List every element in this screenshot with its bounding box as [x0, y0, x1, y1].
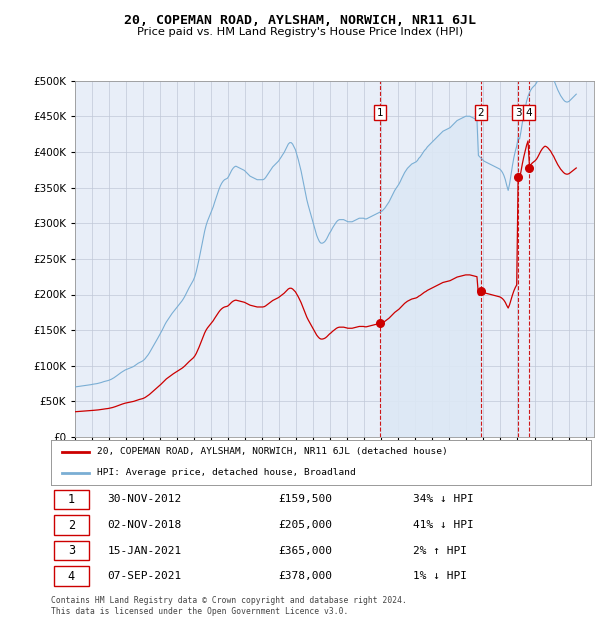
- Text: Price paid vs. HM Land Registry's House Price Index (HPI): Price paid vs. HM Land Registry's House …: [137, 27, 463, 37]
- Text: 2: 2: [478, 108, 484, 118]
- Text: HPI: Average price, detached house, Broadland: HPI: Average price, detached house, Broa…: [97, 468, 356, 477]
- Text: 15-JAN-2021: 15-JAN-2021: [108, 546, 182, 556]
- FancyBboxPatch shape: [54, 515, 89, 535]
- Text: 20, COPEMAN ROAD, AYLSHAM, NORWICH, NR11 6JL: 20, COPEMAN ROAD, AYLSHAM, NORWICH, NR11…: [124, 14, 476, 27]
- Text: £378,000: £378,000: [278, 571, 332, 581]
- Text: 1: 1: [377, 108, 383, 118]
- Text: 02-NOV-2018: 02-NOV-2018: [108, 520, 182, 530]
- Text: 41% ↓ HPI: 41% ↓ HPI: [413, 520, 473, 530]
- FancyBboxPatch shape: [54, 490, 89, 509]
- Text: 2% ↑ HPI: 2% ↑ HPI: [413, 546, 467, 556]
- Text: Contains HM Land Registry data © Crown copyright and database right 2024.
This d: Contains HM Land Registry data © Crown c…: [51, 596, 407, 616]
- Text: 30-NOV-2012: 30-NOV-2012: [108, 495, 182, 505]
- Text: £159,500: £159,500: [278, 495, 332, 505]
- Text: 07-SEP-2021: 07-SEP-2021: [108, 571, 182, 581]
- Text: 1% ↓ HPI: 1% ↓ HPI: [413, 571, 467, 581]
- Text: 20, COPEMAN ROAD, AYLSHAM, NORWICH, NR11 6JL (detached house): 20, COPEMAN ROAD, AYLSHAM, NORWICH, NR11…: [97, 447, 448, 456]
- Text: 34% ↓ HPI: 34% ↓ HPI: [413, 495, 473, 505]
- Text: 3: 3: [68, 544, 75, 557]
- Text: 1: 1: [68, 493, 75, 506]
- FancyBboxPatch shape: [54, 541, 89, 560]
- Text: £365,000: £365,000: [278, 546, 332, 556]
- Text: 2: 2: [68, 518, 75, 531]
- Text: £205,000: £205,000: [278, 520, 332, 530]
- Text: 4: 4: [526, 108, 532, 118]
- Text: 4: 4: [68, 570, 75, 583]
- FancyBboxPatch shape: [54, 567, 89, 586]
- Text: 3: 3: [515, 108, 521, 118]
